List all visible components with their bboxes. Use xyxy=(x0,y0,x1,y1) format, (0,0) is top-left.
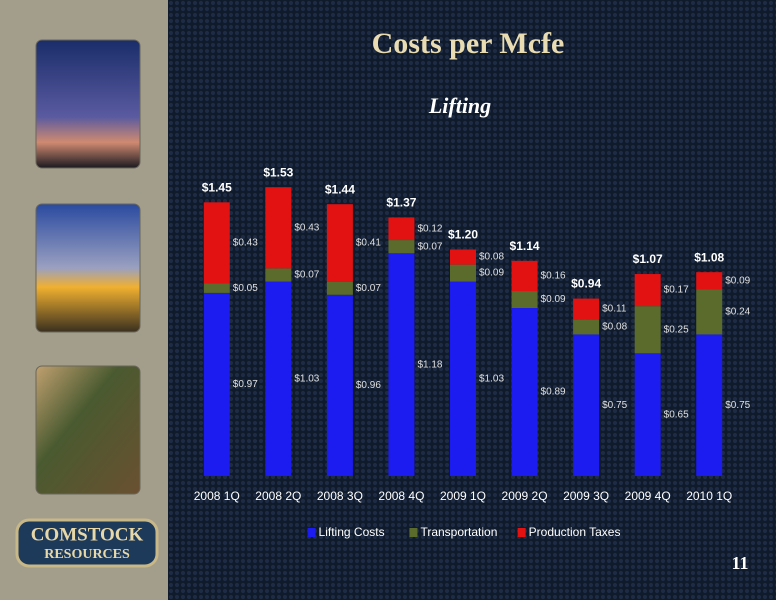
value-label: $0.09 xyxy=(541,294,566,305)
legend-swatch xyxy=(409,528,418,537)
total-label: $1.37 xyxy=(386,196,416,210)
x-tick-label: 2008 3Q xyxy=(317,489,363,503)
value-label: $0.09 xyxy=(725,275,750,286)
value-label: $0.24 xyxy=(725,306,750,317)
legend-swatch xyxy=(307,528,316,537)
value-label: $0.05 xyxy=(233,283,258,294)
value-label: $0.11 xyxy=(602,304,627,315)
value-label: $1.18 xyxy=(417,359,442,370)
logo-line: COMSTOCK xyxy=(31,524,144,545)
value-label: $0.07 xyxy=(294,270,319,281)
x-tick-label: 2009 3Q xyxy=(563,489,609,503)
x-tick-label: 2009 4Q xyxy=(625,489,671,503)
bar-segment xyxy=(203,283,230,293)
total-label: $1.07 xyxy=(633,252,663,266)
value-label: $0.43 xyxy=(233,238,258,249)
value-label: $0.08 xyxy=(602,322,627,333)
legend-label: Production Taxes xyxy=(529,525,621,539)
bar-segment xyxy=(203,292,230,476)
bar-segment xyxy=(388,217,415,241)
bar-segment xyxy=(573,298,600,320)
x-tick-label: 2009 2Q xyxy=(502,489,548,503)
legend-label: Lifting Costs xyxy=(319,525,385,539)
total-label: $1.14 xyxy=(510,239,540,253)
value-label: $0.08 xyxy=(479,252,504,263)
bar-segment xyxy=(634,306,661,354)
x-tick-label: 2009 1Q xyxy=(440,489,486,503)
x-tick-label: 2008 1Q xyxy=(194,489,240,503)
total-label: $0.94 xyxy=(571,277,601,291)
chart-title: Lifting xyxy=(428,93,491,118)
bar-segment xyxy=(450,249,476,265)
value-label: $1.03 xyxy=(479,373,504,384)
value-label: $0.96 xyxy=(356,380,381,391)
photo-pipeline xyxy=(35,365,141,495)
bar-segment xyxy=(265,281,292,476)
value-label: $0.43 xyxy=(294,222,319,233)
value-label: $0.75 xyxy=(725,400,750,411)
bar-segment xyxy=(265,268,292,282)
slide-title: Costs per Mcfe xyxy=(372,27,565,60)
x-tick-label: 2008 4Q xyxy=(378,489,424,503)
logo-line: RESOURCES xyxy=(44,547,130,562)
bar-segment xyxy=(573,319,600,335)
bar-segment xyxy=(634,274,661,307)
total-label: $1.44 xyxy=(325,182,355,196)
value-label: $0.97 xyxy=(233,379,258,390)
bar-segment xyxy=(450,264,476,282)
bar-segment xyxy=(388,253,415,476)
page-number: 11 xyxy=(731,553,748,573)
value-label: $0.89 xyxy=(541,387,566,398)
value-label: $1.03 xyxy=(294,373,319,384)
total-label: $1.08 xyxy=(694,250,724,264)
total-label: $1.20 xyxy=(448,228,478,242)
total-label: $1.45 xyxy=(202,180,232,194)
value-label: $0.17 xyxy=(664,285,689,296)
bar-segment xyxy=(326,281,353,295)
legend-label: Transportation xyxy=(420,525,497,539)
bar-segment xyxy=(511,260,538,292)
value-label: $0.65 xyxy=(664,409,689,420)
value-label: $0.16 xyxy=(541,271,566,282)
bar-segment xyxy=(203,202,230,284)
value-label: $0.25 xyxy=(664,324,689,335)
legend-swatch xyxy=(517,528,526,537)
x-tick-label: 2008 2Q xyxy=(255,489,301,503)
value-label: $0.12 xyxy=(417,223,442,234)
x-tick-label: 2010 1Q xyxy=(686,489,732,503)
logo xyxy=(15,518,159,568)
value-label: $0.41 xyxy=(356,238,381,249)
value-label: $0.09 xyxy=(479,268,504,279)
bar-segment xyxy=(573,334,600,476)
bar-segment xyxy=(450,281,476,476)
total-label: $1.53 xyxy=(263,165,293,179)
bar-segment xyxy=(511,291,538,309)
bar-segment xyxy=(511,308,538,476)
bar-segment xyxy=(388,240,415,254)
value-label: $0.75 xyxy=(602,400,627,411)
photo-rig-night xyxy=(35,39,141,169)
bar-segment xyxy=(326,204,353,282)
bar-segment xyxy=(696,289,723,335)
value-label: $0.07 xyxy=(417,241,442,252)
photo-rig-sunset xyxy=(35,203,141,333)
bar-segment xyxy=(696,334,723,476)
value-label: $0.07 xyxy=(356,283,381,294)
bar-segment xyxy=(265,187,292,269)
bar-segment xyxy=(634,353,661,476)
bar-segment xyxy=(326,294,353,476)
bar-segment xyxy=(696,272,723,290)
